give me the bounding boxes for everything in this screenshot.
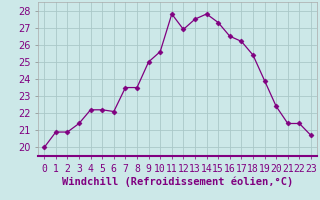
X-axis label: Windchill (Refroidissement éolien,°C): Windchill (Refroidissement éolien,°C)	[62, 176, 293, 187]
